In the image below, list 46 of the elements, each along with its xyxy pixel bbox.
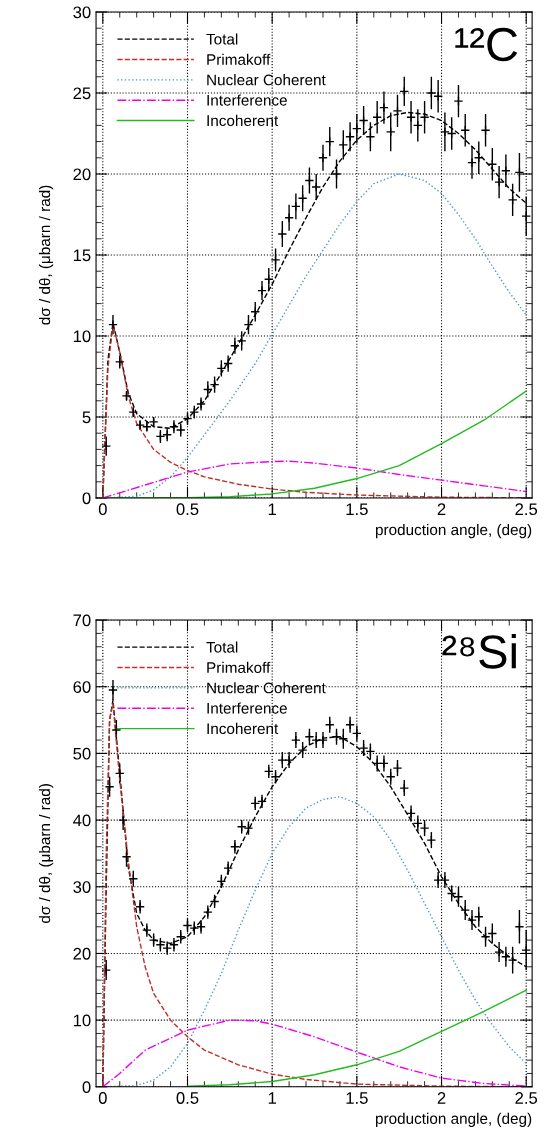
y-axis-title: dσ / dθ, (μbarn / rad) <box>38 784 54 924</box>
x-tick-label: 2 <box>437 1092 446 1104</box>
legend-label: Nuclear Coherent <box>207 74 326 86</box>
y-tick-label: 40 <box>73 814 91 827</box>
y-tick-label: 30 <box>73 881 91 893</box>
x-tick-label: 1 <box>268 503 276 515</box>
x-tick-label: 0 <box>98 503 107 516</box>
x-tick-label: 2.5 <box>515 503 538 516</box>
y-tick-label: 50 <box>73 747 91 760</box>
x-tick-label: 2.5 <box>515 1092 538 1104</box>
y-tick-label: 10 <box>73 1014 91 1027</box>
annotation: ²⁸Si <box>442 634 516 669</box>
line-series <box>102 1019 527 1087</box>
y-tick-label: 25 <box>73 87 91 100</box>
legend-label: Incoherent <box>207 722 279 735</box>
x-tick-label: 0 <box>98 1092 107 1104</box>
y-tick-label: 0 <box>82 492 91 505</box>
x-axis-title: production angle, (deg) <box>376 523 532 539</box>
legend-label: Incoherent <box>207 114 279 127</box>
x-tick-label: 1.5 <box>346 503 368 516</box>
y-tick-label: 70 <box>73 614 91 627</box>
legend-label: Primakoff <box>207 53 271 65</box>
x-axis-title: production angle, (deg) <box>376 1112 532 1127</box>
x-tick-label: 1 <box>268 1092 276 1104</box>
legend-label: Total <box>206 641 238 653</box>
y-tick-label: 20 <box>73 168 91 181</box>
x-tick-label: 0.5 <box>176 1092 199 1104</box>
y-tick-label: 10 <box>73 330 91 343</box>
annotation: ¹²C <box>455 27 518 62</box>
legend-label: Nuclear Coherent <box>207 682 326 694</box>
y-axis-title: dσ / dθ, (μbarn / rad) <box>38 185 54 325</box>
x-tick-label: 2 <box>437 503 446 515</box>
legend-label: Interference <box>207 702 287 714</box>
y-tick-label: 15 <box>73 249 91 262</box>
y-tick-label: 20 <box>73 947 91 960</box>
legend-label: Total <box>206 33 238 45</box>
x-tick-label: 1.5 <box>346 1092 368 1104</box>
y-tick-label: 60 <box>73 681 91 693</box>
line-series <box>186 989 527 1087</box>
line-series <box>102 460 527 498</box>
legend-label: Primakoff <box>207 661 271 674</box>
y-tick-label: 0 <box>82 1081 91 1093</box>
y-tick-label: 5 <box>82 411 91 424</box>
x-tick-label: 0.5 <box>176 503 199 516</box>
legend-label: Interference <box>207 94 287 106</box>
y-tick-label: 30 <box>73 6 91 19</box>
